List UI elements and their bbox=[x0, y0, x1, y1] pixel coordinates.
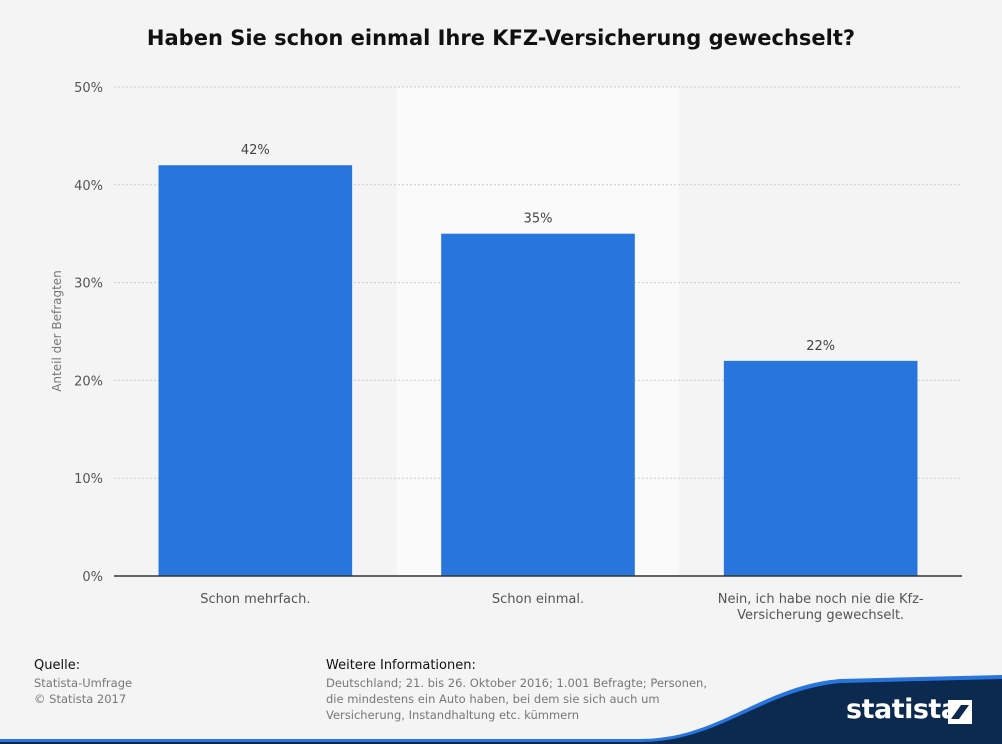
info-line: Deutschland; 21. bis 26. Oktober 2016; 1… bbox=[326, 676, 707, 690]
info-line: Versicherung, Instandhaltung etc. kümmer… bbox=[326, 708, 580, 722]
x-category-label: Schon mehrfach. bbox=[200, 592, 310, 607]
info-block: Weitere Informationen: Deutschland; 21. … bbox=[326, 658, 746, 723]
y-axis-label: Anteil der Befragten bbox=[50, 270, 64, 392]
x-category-label: Versicherung gewechselt. bbox=[737, 608, 904, 623]
bar-chart: 0% 10% 20% 30% 40% 50% 42% Schon mehrfach. 35% Sc… bbox=[50, 81, 962, 623]
chart-title: Haben Sie schon einmal Ihre KFZ-Versiche… bbox=[146, 26, 856, 50]
data-label: 22% bbox=[806, 339, 835, 354]
statista-logo-text: statista bbox=[846, 694, 959, 725]
source-line: Statista-Umfrage bbox=[34, 676, 133, 690]
y-tick-label: 20% bbox=[74, 374, 103, 389]
info-line: die mindestens ein Auto haben, bei dem s… bbox=[326, 692, 660, 706]
copyright-line: © Statista 2017 bbox=[34, 692, 127, 706]
x-category-label: Schon einmal. bbox=[492, 592, 584, 607]
y-tick-label: 40% bbox=[74, 179, 103, 194]
data-label: 42% bbox=[241, 143, 270, 158]
bar bbox=[723, 360, 918, 576]
data-label: 35% bbox=[524, 212, 553, 227]
statista-logo-icon bbox=[948, 700, 972, 724]
y-tick-label: 50% bbox=[74, 81, 103, 96]
x-category-label: Nein, ich habe noch nie die Kfz- bbox=[718, 592, 924, 607]
y-tick-label: 30% bbox=[74, 277, 103, 292]
source-heading: Quelle: bbox=[34, 658, 81, 673]
info-heading: Weitere Informationen: bbox=[326, 658, 476, 673]
y-tick-label: 0% bbox=[82, 570, 103, 585]
y-tick-label: 10% bbox=[74, 472, 103, 487]
bar bbox=[158, 165, 353, 577]
source-block: Quelle: Statista-Umfrage © Statista 2017 bbox=[34, 658, 132, 707]
bar bbox=[441, 233, 635, 576]
